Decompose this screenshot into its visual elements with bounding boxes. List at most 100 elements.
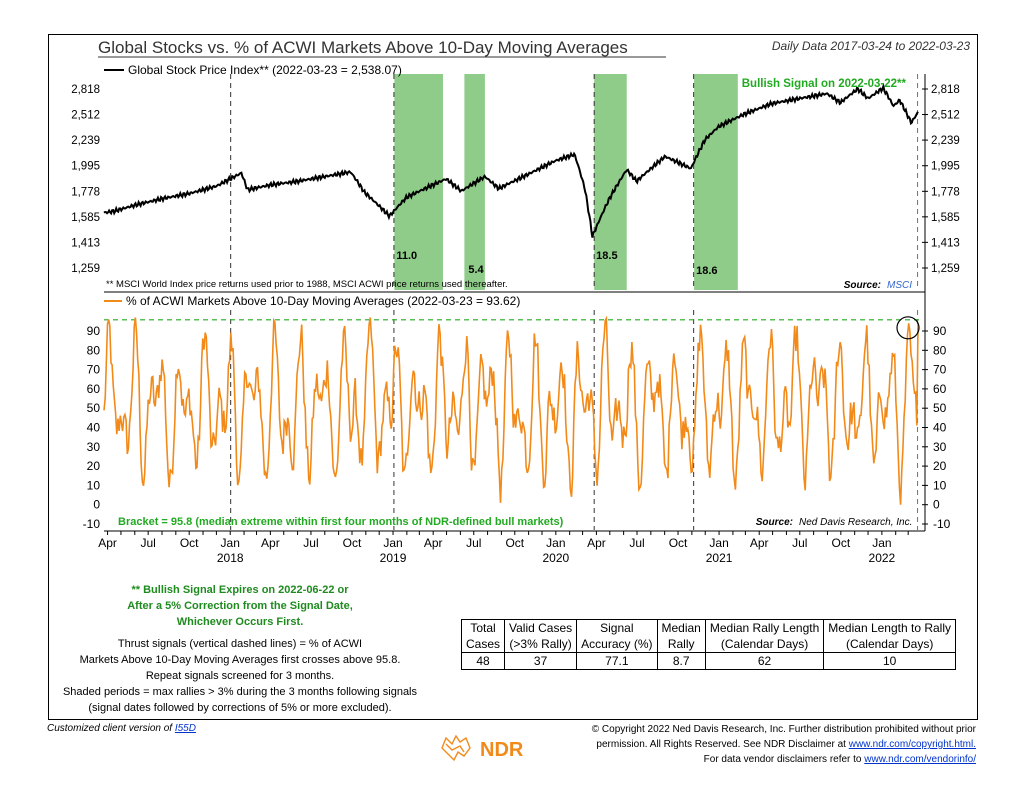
- date-range: Daily Data 2017-03-24 to 2022-03-23: [772, 39, 970, 53]
- client-version-link[interactable]: I55D: [174, 723, 196, 734]
- y-tick-label: 50: [87, 401, 101, 415]
- table-header: Valid Cases: [504, 619, 578, 636]
- signal-expiry-notes: ** Bullish Signal Expires on 2022-06-22 …: [60, 582, 420, 630]
- shaded-period: [694, 74, 738, 290]
- copyright-line: © Copyright 2022 Ned Davis Research, Inc…: [591, 724, 976, 735]
- table-cell: 10: [823, 652, 957, 670]
- gain-label: 5.4: [468, 264, 484, 276]
- x-tick-label: Apr: [98, 536, 117, 550]
- chart-title: Global Stocks vs. % of ACWI Markets Abov…: [98, 38, 628, 57]
- x-tick-label: Apr: [587, 536, 606, 550]
- y-tick-label: 1,995: [931, 161, 960, 173]
- shaded-period: [594, 74, 627, 290]
- x-axis: Apr Jul Oct Jan Apr Jul Oct Jan Apr Jul Oct Jan Apr J…: [98, 530, 925, 565]
- top-signal-lines: [230, 74, 919, 290]
- top-source-label: Source:: [844, 280, 881, 291]
- table-header-row: Total Valid Cases Signal Median Median R…: [460, 619, 957, 636]
- x-tick-label: Oct: [505, 536, 524, 550]
- bullish-signal-label: Bullish Signal on 2022-03-22**: [742, 78, 907, 90]
- table-header: (Calendar Days): [823, 636, 957, 653]
- client-version-note: Customized client version of I55D: [47, 723, 196, 734]
- x-tick-label: Apr: [750, 536, 769, 550]
- top-legend-label: Global Stock Price Index** (2022-03-23 =…: [128, 63, 402, 77]
- table-cell: 8.7: [656, 652, 706, 670]
- y-tick-label: 1,585: [71, 212, 100, 224]
- y-tick-label: 50: [933, 401, 947, 415]
- y-tick-label: 2,239: [71, 135, 100, 147]
- x-tick-label: Jul: [792, 536, 807, 550]
- y-tick-label: 10: [87, 478, 101, 492]
- y-tick-label: 60: [933, 382, 947, 396]
- table-header: Accuracy (%): [576, 636, 658, 653]
- top-gain-labels: 11.0 5.4 18.5 18.6: [396, 250, 717, 277]
- bottom-y-axis: -10 -10 0 0 10 10 20 20 30 30 40 40 50 50 60 60 70 70 80 80…: [83, 324, 951, 531]
- table-cell: 48: [460, 652, 506, 670]
- y-tick-label: 90: [87, 324, 101, 338]
- price-series-line: [103, 82, 919, 238]
- note-line: Repeat signals screened for 3 months.: [145, 670, 335, 682]
- client-version-text: Customized client version of: [47, 723, 173, 734]
- y-tick-label: 30: [87, 440, 101, 454]
- signal-stats-table: Total Valid Cases Signal Median Median R…: [460, 619, 957, 670]
- y-tick-label: 20: [933, 459, 947, 473]
- top-y-axis: 1,259 1,259 1,413 1,413 1,585 1,585 1,778 1,778…: [71, 74, 960, 531]
- y-tick-label: 1,413: [71, 237, 100, 249]
- y-tick-label: 1,259: [71, 263, 100, 275]
- x-year-label: 2022: [869, 551, 896, 565]
- y-tick-label: 1,585: [931, 212, 960, 224]
- top-source-value: MSCI: [887, 280, 912, 291]
- copyright-line: permission. All Rights Reserved. See NDR…: [592, 737, 976, 752]
- table-header: Median: [656, 619, 706, 636]
- y-tick-label: 2,239: [931, 135, 960, 147]
- vendor-text: For data vendor disclaimers refer to: [703, 754, 862, 765]
- logo-text: NDR: [480, 739, 524, 761]
- gain-label: 18.6: [696, 265, 717, 277]
- gain-label: 11.0: [396, 250, 417, 262]
- green-note-line: After a 5% Correction from the Signal Da…: [127, 600, 353, 612]
- x-tick-label: Jul: [629, 536, 644, 550]
- y-tick-label: 1,778: [931, 186, 960, 198]
- y-tick-label: 40: [933, 421, 947, 435]
- y-tick-label: 1,995: [71, 161, 100, 173]
- bottom-source-value: Ned Davis Research, Inc.: [799, 517, 912, 528]
- y-tick-label: 60: [87, 382, 101, 396]
- bottom-legend: % of ACWI Markets Above 10-Day Moving Av…: [104, 294, 520, 308]
- copyright-text: permission. All Rights Reserved. See NDR…: [596, 739, 846, 750]
- y-tick-label: 2,512: [931, 110, 960, 122]
- table-row: 48 37 77.1 8.7 62 10: [460, 652, 957, 670]
- copyright-block: © Copyright 2022 Ned Davis Research, Inc…: [592, 722, 976, 767]
- latest-signal-marker: [896, 316, 920, 340]
- vendor-link[interactable]: www.ndr.com/vendorinfo/: [864, 754, 976, 765]
- x-tick-label: Jan: [872, 536, 891, 550]
- table-cell: 77.1: [576, 652, 658, 670]
- x-year-label: 2018: [217, 551, 244, 565]
- x-year-label: 2021: [706, 551, 733, 565]
- bull-bear-icon: [441, 734, 471, 762]
- x-tick-label: Jul: [303, 536, 318, 550]
- y-tick-label: 1,778: [71, 186, 100, 198]
- bottom-source-label: Source:: [756, 517, 793, 528]
- y-tick-label: -10: [83, 517, 101, 531]
- y-tick-label: 0: [933, 498, 940, 512]
- table-header: Median Rally Length: [704, 619, 825, 636]
- x-tick-label: Apr: [424, 536, 443, 550]
- y-tick-label: 70: [933, 363, 947, 377]
- copyright-link[interactable]: www.ndr.com/copyright.html.: [848, 739, 976, 750]
- y-tick-label: 80: [87, 343, 101, 357]
- x-tick-label: Jan: [383, 536, 402, 550]
- x-tick-label: Oct: [669, 536, 688, 550]
- copyright-line: For data vendor disclaimers refer to www…: [592, 752, 976, 767]
- top-shaded-periods: [394, 74, 738, 290]
- table-header: (Calendar Days): [704, 636, 825, 653]
- table-header: Total: [460, 619, 506, 636]
- y-tick-label: 10: [933, 478, 947, 492]
- y-tick-label: 70: [87, 363, 101, 377]
- x-tick-label: Jul: [466, 536, 481, 550]
- x-tick-label: Jan: [221, 536, 240, 550]
- y-tick-label: 1,413: [931, 237, 960, 249]
- x-tick-label: Oct: [343, 536, 362, 550]
- note-line: Thrust signals (vertical dashed lines) =…: [117, 638, 363, 650]
- y-tick-label: 40: [87, 421, 101, 435]
- y-tick-label: 2,818: [71, 84, 100, 96]
